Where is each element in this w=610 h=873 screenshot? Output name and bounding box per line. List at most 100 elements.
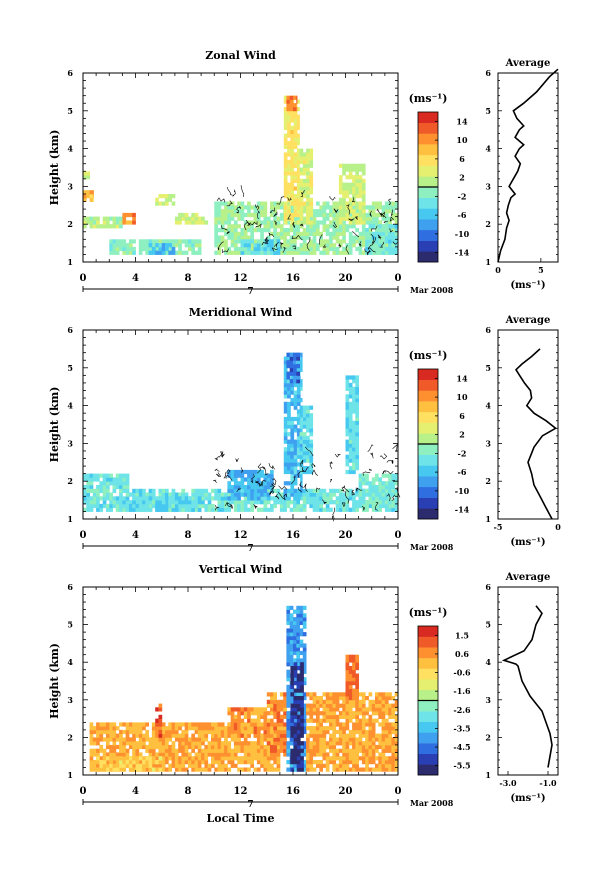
- contour-line: [282, 246, 287, 253]
- heatmap-cell: [329, 718, 333, 723]
- heatmap-cell: [220, 752, 225, 757]
- heatmap-cell: [391, 212, 396, 218]
- heatmap-cell: [102, 767, 107, 772]
- heatmap-cell: [132, 741, 136, 746]
- heatmap-cell: [299, 159, 304, 165]
- contour-line: [217, 241, 224, 251]
- heatmap-cell: [319, 696, 323, 701]
- heatmap-cell: [338, 507, 343, 512]
- heatmap-cell: [181, 503, 186, 509]
- heatmap-cell: [227, 760, 232, 765]
- heatmap-cell: [381, 500, 386, 505]
- x-tick-label: 0: [80, 273, 87, 284]
- heatmap-cell: [197, 722, 202, 727]
- heatmap-cell: [338, 175, 343, 180]
- heatmap-cell: [355, 171, 359, 176]
- heatmap-cell: [260, 473, 264, 478]
- heatmap-cell: [115, 763, 120, 768]
- heatmap-cell: [256, 729, 261, 735]
- heatmap-cell: [375, 696, 379, 701]
- heatmap-cell: [266, 496, 271, 501]
- heatmap-cell: [348, 666, 353, 671]
- heatmap-cell: [290, 201, 295, 206]
- heatmap-cell: [260, 250, 264, 255]
- heatmap-cell: [358, 175, 363, 180]
- colorbar-tick-label: -4.5: [453, 742, 470, 752]
- heatmap-cell: [335, 507, 340, 512]
- heatmap-cell: [122, 243, 127, 248]
- heatmap-cell: [243, 239, 248, 244]
- heatmap-cell: [345, 224, 350, 229]
- heatmap-cell: [207, 726, 212, 731]
- heatmap-cell: [371, 726, 376, 731]
- heatmap-cell: [283, 737, 287, 742]
- heatmap-cell: [125, 496, 130, 501]
- heatmap-cell: [227, 741, 232, 746]
- heatmap-cell: [273, 488, 277, 493]
- heatmap-cell: [260, 756, 264, 761]
- heatmap-cell: [138, 729, 143, 735]
- heatmap-cell: [355, 212, 359, 218]
- heatmap-cell: [240, 216, 245, 221]
- heatmap-cell: [355, 507, 359, 512]
- heatmap-cell: [394, 201, 399, 206]
- heatmap-cell: [174, 500, 179, 505]
- heatmap-cell: [270, 507, 274, 512]
- heatmap-cell: [368, 205, 373, 210]
- heatmap-cell: [260, 507, 264, 512]
- heatmap-cell: [253, 492, 258, 497]
- heatmap-cell: [128, 763, 133, 768]
- heatmap-cell: [253, 220, 258, 225]
- average-unit: (ms⁻¹): [510, 793, 545, 804]
- heatmap-cell: [361, 729, 366, 735]
- heatmap-cell: [306, 171, 310, 176]
- colorbar-segment: [418, 486, 438, 498]
- heatmap-cell: [293, 466, 298, 471]
- heatmap-cell: [178, 212, 182, 218]
- heatmap-cell: [293, 620, 297, 625]
- heatmap-cell: [293, 231, 297, 236]
- heatmap-cell: [135, 496, 140, 501]
- heatmap-cell: [355, 205, 359, 210]
- heatmap-cell: [287, 439, 291, 444]
- heatmap-cell: [168, 250, 172, 255]
- heatmap-cell: [335, 209, 340, 214]
- heatmap-cell: [211, 722, 215, 727]
- heatmap-cell: [290, 684, 295, 689]
- heatmap-cell: [335, 756, 340, 761]
- heatmap-cell: [345, 454, 350, 459]
- heatmap-cell: [286, 692, 291, 697]
- heatmap-cell: [345, 163, 350, 168]
- heatmap-cell: [240, 760, 245, 765]
- heatmap-cell: [270, 718, 274, 723]
- heatmap-cell: [89, 190, 94, 195]
- heatmap-cell: [214, 228, 218, 233]
- heatmap-cell: [119, 503, 123, 509]
- heatmap-cell: [296, 364, 300, 369]
- heatmap-cell: [112, 488, 117, 493]
- heatmap-cell: [125, 246, 130, 252]
- heatmap-cell: [125, 756, 130, 761]
- heatmap-cell: [299, 186, 304, 191]
- heatmap-cell: [287, 159, 291, 165]
- heatmap-cell: [89, 503, 94, 509]
- heatmap-cell: [132, 722, 136, 727]
- heatmap-cell: [158, 718, 163, 723]
- heatmap-cell: [296, 692, 300, 697]
- heatmap-cell: [335, 699, 340, 704]
- heatmap-cell: [230, 756, 235, 761]
- heatmap-cell: [132, 220, 136, 225]
- heatmap-cell: [365, 696, 369, 701]
- heatmap-cell: [384, 224, 389, 229]
- heatmap-cell: [300, 428, 303, 433]
- heatmap-cell: [384, 744, 389, 750]
- heatmap-cell: [125, 212, 130, 218]
- heatmap-cell: [263, 744, 268, 750]
- heatmap-cell: [148, 744, 153, 750]
- heatmap-cell: [287, 182, 291, 187]
- heatmap-cell: [194, 752, 199, 757]
- heatmap-cell: [224, 744, 228, 750]
- heatmap-cell: [355, 182, 359, 187]
- heatmap-cell: [329, 488, 333, 493]
- heatmap-cell: [233, 500, 238, 505]
